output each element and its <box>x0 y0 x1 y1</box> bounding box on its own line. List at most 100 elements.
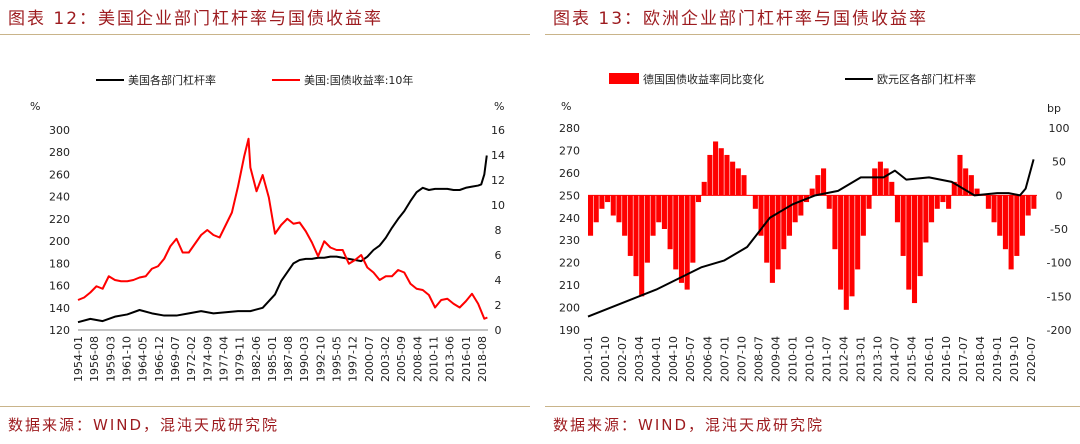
yield-change-bar <box>695 195 702 203</box>
leverage-line <box>587 159 1035 318</box>
y-right-tick-label: 0 <box>495 324 502 337</box>
leverage-line <box>77 155 488 324</box>
yield-change-bar <box>724 154 730 196</box>
yield-change-bar <box>1008 195 1014 270</box>
yield-change-bar <box>866 195 872 209</box>
yield-change-bar <box>701 181 707 196</box>
x-tick-label: 2019-01 <box>991 336 1004 382</box>
yield-change-bar <box>758 195 764 236</box>
x-tick-label: 2020-07 <box>1025 336 1038 382</box>
x-tick-label: 1972-02 <box>185 336 198 382</box>
y-right-tick-label: 16 <box>491 124 505 137</box>
yield-change-bar <box>752 195 758 209</box>
yield-change-bar <box>690 195 696 263</box>
yield-change-bar <box>644 195 650 263</box>
yield-change-bar <box>775 195 781 270</box>
x-tick-label: 2001-10 <box>599 336 612 382</box>
x-tick-label: 2016-01 <box>923 336 936 382</box>
x-tick-label: 2010-01 <box>786 336 799 382</box>
x-tick-label: 2004-01 <box>650 336 663 382</box>
y-left-tick-label: 120 <box>49 324 70 337</box>
x-tick-label: 2017-07 <box>957 336 970 382</box>
x-tick-label: 1959-03 <box>104 336 117 382</box>
x-tick-label: 2008-04 <box>411 336 424 382</box>
yield-change-bar <box>673 195 679 270</box>
yield-change-bar <box>769 195 775 283</box>
yield-change-bar <box>906 195 912 290</box>
y-left-tick-label: 190 <box>559 324 580 337</box>
y-right-tick-label: 14 <box>491 149 505 162</box>
yield-change-bar <box>843 195 849 310</box>
data-source: 数据来源：WIND，混沌天成研究院 <box>8 416 280 434</box>
yield-change-bar <box>678 195 685 283</box>
x-tick-label: 1997-12 <box>347 336 360 382</box>
x-tick-label: 2008-07 <box>752 336 765 382</box>
y-left-tick-label: 300 <box>49 124 70 137</box>
yield-change-bar <box>786 195 793 236</box>
y-left-tick-label: 270 <box>559 144 580 157</box>
yield-line <box>77 137 488 320</box>
x-tick-label: 2013-10 <box>872 336 885 382</box>
y-left-tick-label: 240 <box>49 191 70 204</box>
yield-change-bar <box>588 195 594 236</box>
source-divider <box>545 406 1080 407</box>
x-tick-label: 1954-01 <box>72 336 85 382</box>
yield-change-bar <box>889 181 895 196</box>
yield-change-bar <box>718 148 724 196</box>
x-tick-label: 1990-03 <box>298 336 311 382</box>
x-tick-label: 2013-06 <box>444 336 457 382</box>
yield-change-bar <box>661 195 667 229</box>
x-tick-label: 1969-07 <box>169 336 182 382</box>
y-left-tick-label: 220 <box>49 213 70 226</box>
yield-change-bar <box>997 195 1003 236</box>
yield-change-bar <box>650 195 656 236</box>
yield-change-bar <box>940 195 946 203</box>
y-right-tick-label: 6 <box>495 249 502 262</box>
x-tick-label: 1987-08 <box>282 336 295 382</box>
x-tick-label: 1961-10 <box>120 336 133 382</box>
x-tick-label: 2013-01 <box>855 336 868 382</box>
title-divider <box>545 34 1080 35</box>
yield-change-bar <box>985 195 991 209</box>
y-right-tick-label: 2 <box>495 299 502 312</box>
left-figure: 图表 12：美国企业部门杠杆率与国债收益率 120 140 160 180 200 220… <box>0 0 530 444</box>
x-tick-label: 2019-10 <box>1008 336 1021 382</box>
yield-change-bar <box>883 168 889 196</box>
yield-change-bar <box>838 195 844 290</box>
yield-change-bar <box>900 195 906 256</box>
yield-change-bar <box>610 195 616 216</box>
yield-change-bar <box>957 154 963 196</box>
yield-change-bar <box>735 168 741 196</box>
figure-title: 图表 13：欧洲企业部门杠杆率与国债收益率 <box>553 9 929 29</box>
x-tick-label: 1985-01 <box>266 336 279 382</box>
yield-change-bar <box>832 195 838 250</box>
x-tick-label: 1995-05 <box>331 336 344 382</box>
x-tick-label: 2006-04 <box>701 336 714 382</box>
yield-change-bar <box>877 161 883 196</box>
yield-change-bar <box>1025 195 1031 216</box>
x-tick-label: 2003-02 <box>379 336 392 382</box>
yield-change-bar <box>826 195 832 209</box>
euro-leverage-yield-chart: 190 200 210 220 230 240 250 260 270 280 -200 -150 -1… <box>559 72 1071 382</box>
yield-change-bar <box>991 195 997 223</box>
y-left-tick-label: 280 <box>559 122 580 135</box>
yield-change-bar <box>911 195 918 304</box>
y-left-tick-label: 210 <box>559 279 580 292</box>
y-right-tick-label: 100 <box>1049 122 1070 135</box>
y-left-unit: % <box>30 100 40 113</box>
y-right-tick-label: 0 <box>1056 189 1063 202</box>
yield-change-bar <box>1019 195 1026 236</box>
x-tick-label: 2011-07 <box>821 336 834 382</box>
y-right-tick-label: 50 <box>1052 156 1066 169</box>
yield-change-bar <box>855 195 861 270</box>
x-tick-label: 2005-09 <box>395 336 408 382</box>
x-tick-label: 2003-04 <box>633 336 646 382</box>
y-right-tick-label: 10 <box>491 199 505 212</box>
x-tick-label: 2016-10 <box>940 336 953 382</box>
x-tick-label: 1977-04 <box>217 336 230 382</box>
x-tick-label: 2002-07 <box>616 336 629 382</box>
yield-change-bar <box>605 195 611 203</box>
x-tick-label: 2014-07 <box>889 336 902 382</box>
y-right-tick-label: 12 <box>491 174 505 187</box>
y-left-tick-label: 230 <box>559 234 580 247</box>
